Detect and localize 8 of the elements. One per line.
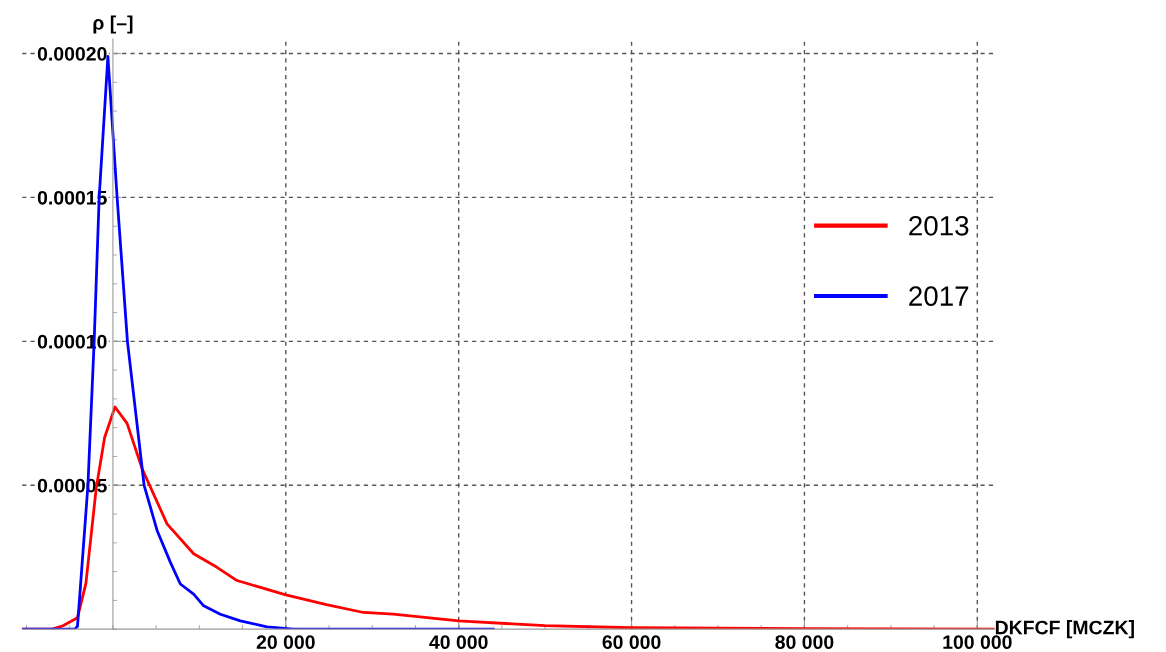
x-tick-label: 60 000 [602,635,661,650]
y-tick-label: 0.00020 [37,46,107,61]
legend-label: 2017 [909,286,969,306]
x-tick-label: 20 000 [256,635,315,650]
legend-label: 2013 [909,215,969,236]
x-tick-label: 40 000 [429,635,488,650]
x-tick-label: 80 000 [775,635,834,650]
y-axis-title: ρ [–] [93,15,133,34]
